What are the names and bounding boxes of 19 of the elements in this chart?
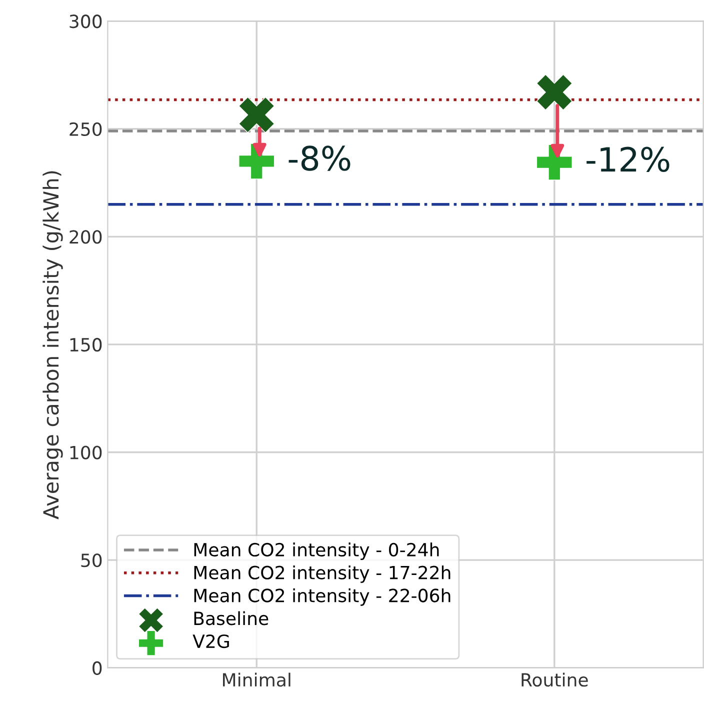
- x-tick-label: Routine: [522, 672, 588, 687]
- legend-label: Mean CO2 intensity - 0-24h: [194, 542, 439, 560]
- y-tick-label: 250: [70, 122, 102, 136]
- legend-label: Baseline: [194, 611, 268, 626]
- y-axis-title: Average carbon intensity (g/kWh): [42, 171, 63, 520]
- legend-label: V2G: [192, 634, 229, 648]
- y-tick-label: 50: [81, 554, 102, 568]
- annotation: -8%: [288, 146, 350, 171]
- y-tick-label: 100: [70, 446, 102, 460]
- legend-label: Mean CO2 intensity - 17-22h: [194, 565, 450, 583]
- x-tick-label: Minimal: [223, 672, 290, 687]
- y-tick-label: 200: [70, 230, 102, 244]
- y-tick-label: 150: [70, 338, 102, 352]
- y-tick-label: 300: [70, 14, 102, 28]
- point: [238, 96, 275, 133]
- y-tick-label: 0: [92, 661, 102, 675]
- annotation: -12%: [586, 146, 670, 172]
- legend-label: Mean CO2 intensity - 22-06h: [194, 588, 450, 606]
- point: [536, 74, 572, 110]
